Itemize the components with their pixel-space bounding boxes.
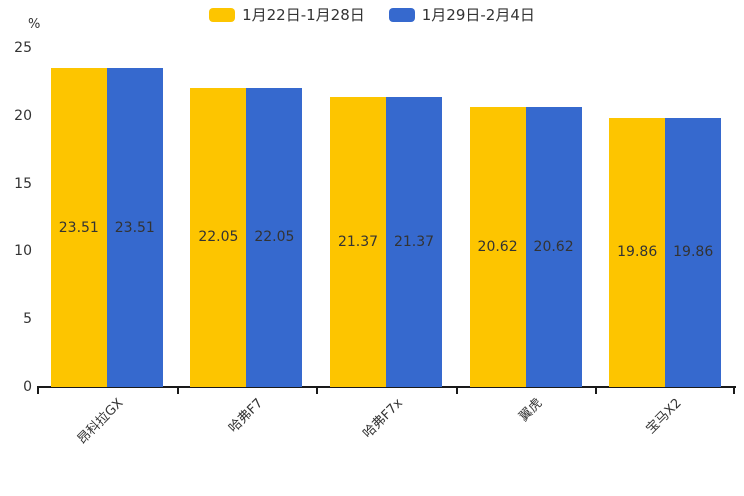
y-axis-tick-label: 15 bbox=[14, 175, 32, 192]
x-axis-tick bbox=[316, 388, 319, 394]
x-axis-category-label: 哈弗F7 bbox=[225, 395, 266, 436]
bar-value-label: 21.37 bbox=[337, 234, 379, 251]
x-axis-category-label: 宝马X2 bbox=[643, 395, 685, 437]
bar-value-label: 21.37 bbox=[393, 234, 435, 251]
x-axis-tick bbox=[37, 388, 39, 394]
bar-昂科拉GX-series-2: 23.51 bbox=[106, 68, 163, 387]
bar-value-label: 23.51 bbox=[114, 219, 155, 236]
y-axis-tick-label: 5 bbox=[23, 311, 32, 328]
legend-swatch-icon bbox=[388, 8, 415, 22]
bar-value-label: 22.05 bbox=[198, 229, 239, 246]
bar-哈弗F7-series-1: 22.05 bbox=[190, 88, 247, 387]
bar-value-label: 22.05 bbox=[254, 229, 295, 246]
bar-value-label: 23.51 bbox=[58, 219, 99, 236]
legend-item-label: 1月22日-1月28日 bbox=[242, 6, 365, 24]
x-axis-tick bbox=[455, 388, 458, 394]
legend-item-1[interactable]: 1月22日-1月28日 bbox=[209, 7, 365, 23]
x-axis-tick bbox=[595, 388, 598, 394]
y-axis-tick-label: 25 bbox=[14, 40, 32, 56]
x-axis-category-label: 昂科拉GX bbox=[74, 395, 127, 448]
bar-哈弗F7-series-2: 22.05 bbox=[246, 88, 303, 387]
bar-value-label: 20.62 bbox=[477, 239, 518, 256]
bar-宝马X2-series-1: 19.86 bbox=[609, 117, 666, 387]
y-axis-tick-label: 20 bbox=[14, 107, 32, 124]
legend-swatch-icon bbox=[209, 8, 236, 22]
bar-宝马X2-series-2: 19.86 bbox=[665, 117, 722, 387]
bar-哈弗F7x-series-1: 21.37 bbox=[330, 97, 386, 387]
bar-翼虎-series-2: 20.62 bbox=[525, 107, 582, 387]
bar-翼虎-series-1: 20.62 bbox=[469, 107, 526, 387]
legend-item-2[interactable]: 1月29日-2月4日 bbox=[388, 6, 535, 24]
y-axis-unit-label: % bbox=[28, 17, 41, 32]
x-axis-line bbox=[37, 386, 736, 388]
x-axis-category-label: 哈弗F7x bbox=[359, 395, 406, 442]
y-axis-tick-label: 0 bbox=[23, 379, 32, 395]
bar-哈弗F7x-series-2: 21.37 bbox=[386, 97, 442, 387]
bar-value-label: 19.86 bbox=[673, 244, 714, 261]
x-axis-tick bbox=[176, 388, 179, 394]
bar-value-label: 19.86 bbox=[617, 244, 658, 261]
bar-昂科拉GX-series-1: 23.51 bbox=[50, 68, 107, 387]
bar-value-label: 20.62 bbox=[533, 239, 574, 256]
x-axis-tick bbox=[733, 388, 735, 394]
x-axis-category-label: 翼虎 bbox=[516, 395, 546, 425]
legend-item-label: 1月29日-2月4日 bbox=[421, 6, 535, 24]
chart-legend: 1月22日-1月28日 1月29日-2月4日 bbox=[0, 7, 744, 23]
y-axis-tick-label: 10 bbox=[14, 243, 32, 260]
